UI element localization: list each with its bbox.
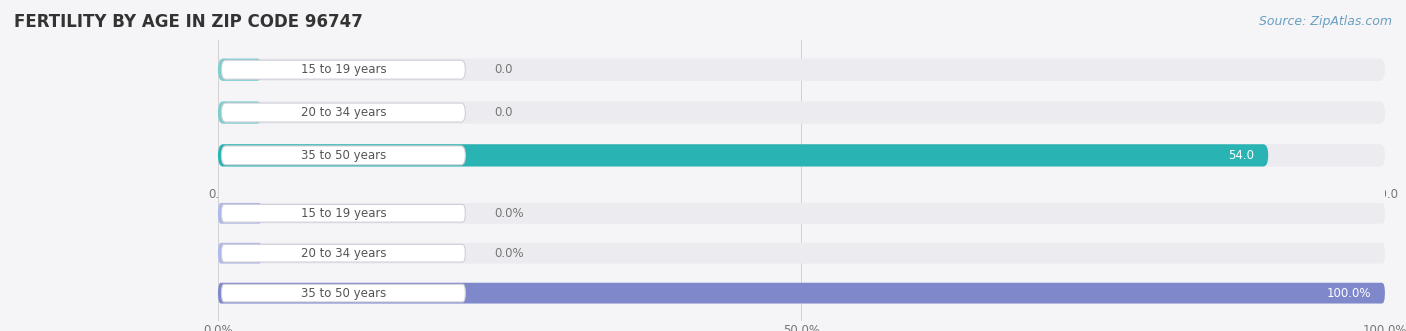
Text: 20 to 34 years: 20 to 34 years [301,106,387,119]
Text: 35 to 50 years: 35 to 50 years [301,287,387,300]
Text: 35 to 50 years: 35 to 50 years [301,149,387,162]
Text: FERTILITY BY AGE IN ZIP CODE 96747: FERTILITY BY AGE IN ZIP CODE 96747 [14,13,363,30]
FancyBboxPatch shape [218,101,263,124]
Text: 100.0%: 100.0% [1326,287,1371,300]
FancyBboxPatch shape [221,244,465,262]
FancyBboxPatch shape [218,243,263,263]
FancyBboxPatch shape [218,203,1385,224]
Text: 15 to 19 years: 15 to 19 years [301,207,387,220]
FancyBboxPatch shape [221,103,465,122]
FancyBboxPatch shape [218,283,1385,304]
FancyBboxPatch shape [218,203,263,224]
FancyBboxPatch shape [221,284,465,302]
FancyBboxPatch shape [221,146,465,165]
Text: 0.0%: 0.0% [495,247,524,260]
Text: 0.0: 0.0 [495,106,513,119]
FancyBboxPatch shape [218,59,263,81]
Text: Source: ZipAtlas.com: Source: ZipAtlas.com [1258,15,1392,28]
FancyBboxPatch shape [221,60,465,79]
Text: 0.0%: 0.0% [495,207,524,220]
FancyBboxPatch shape [218,283,1385,304]
FancyBboxPatch shape [218,144,1268,166]
FancyBboxPatch shape [218,243,1385,263]
FancyBboxPatch shape [221,205,465,222]
FancyBboxPatch shape [218,59,1385,81]
Text: 20 to 34 years: 20 to 34 years [301,247,387,260]
Text: 54.0: 54.0 [1229,149,1254,162]
Text: 0.0: 0.0 [495,63,513,76]
FancyBboxPatch shape [218,101,1385,124]
FancyBboxPatch shape [218,144,1385,166]
Text: 15 to 19 years: 15 to 19 years [301,63,387,76]
